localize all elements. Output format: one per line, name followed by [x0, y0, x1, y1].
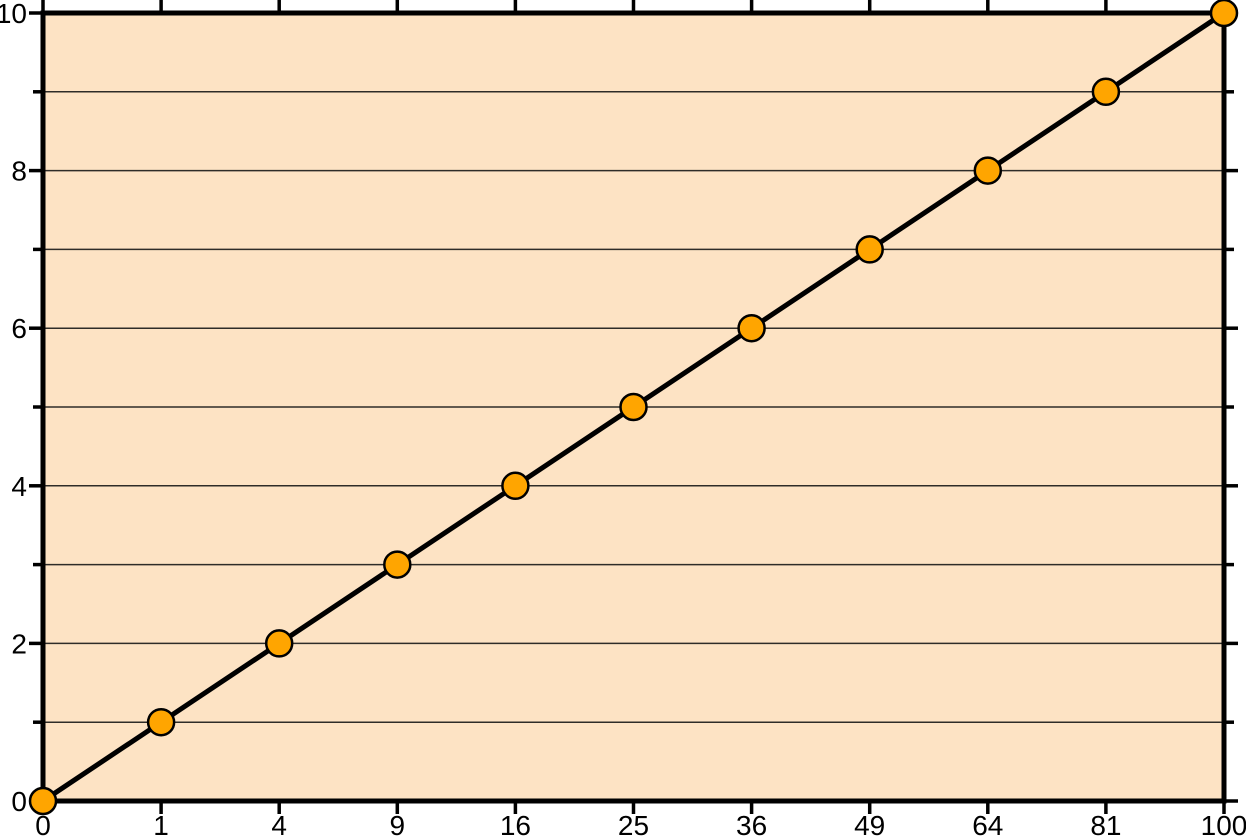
- x-tick-label: 16: [500, 810, 531, 837]
- data-point: [737, 313, 766, 343]
- y-tick-label: 2: [11, 628, 27, 659]
- data-point: [855, 235, 884, 264]
- y-tick-label: 0: [11, 786, 27, 817]
- y-tick-label: 10: [0, 0, 27, 29]
- data-point: [383, 550, 412, 579]
- x-tick-label: 1: [153, 810, 169, 837]
- x-tick-label: 4: [271, 810, 287, 837]
- data-point: [619, 392, 648, 422]
- x-tick-label: 100: [1201, 810, 1246, 837]
- data-point: [28, 786, 58, 816]
- data-point: [501, 471, 530, 501]
- data-point: [1091, 77, 1121, 107]
- y-tick-label: 6: [11, 313, 27, 344]
- x-tick-label: 49: [854, 810, 885, 837]
- x-tick-label: 9: [390, 810, 406, 837]
- plot-frame: [40, 10, 1227, 804]
- data-point: [973, 156, 1003, 185]
- x-tick-label: 36: [736, 810, 767, 837]
- data-point: [146, 707, 176, 737]
- x-tick-label: 0: [35, 810, 51, 837]
- x-tick-label: 64: [972, 810, 1003, 837]
- y-tick-label: 4: [11, 471, 27, 502]
- y-tick-label: 8: [11, 156, 27, 187]
- x-tick-label: 25: [618, 810, 649, 837]
- x-tick-label: 81: [1090, 810, 1121, 837]
- data-point: [1209, 0, 1239, 28]
- data-point: [264, 629, 294, 658]
